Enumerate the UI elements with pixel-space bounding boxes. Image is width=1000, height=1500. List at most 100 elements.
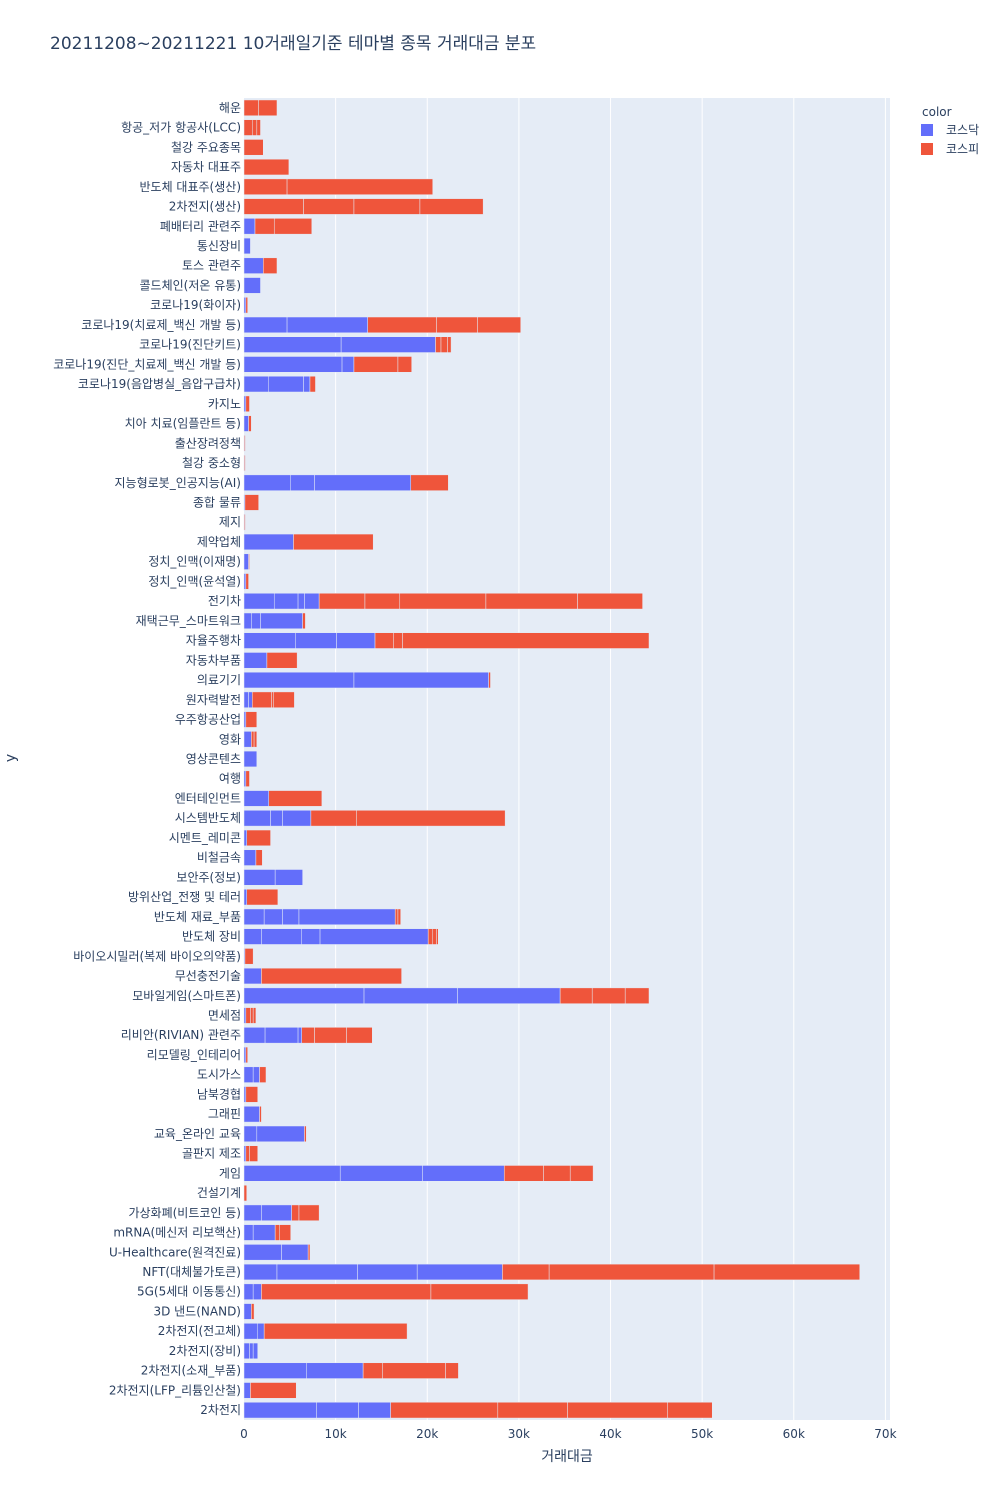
bar-segment <box>243 1066 254 1083</box>
bar-segment <box>339 1165 423 1182</box>
bar-segment <box>250 1007 254 1024</box>
bar-segment <box>422 1165 505 1182</box>
bar-segment <box>243 99 259 117</box>
bars <box>243 99 861 1419</box>
bar-segment <box>245 1046 248 1064</box>
bar-segment <box>374 632 394 649</box>
y-tick-label: 시멘트_레미콘 <box>169 831 241 845</box>
y-tick-label: 콜드체인(저온 유통) <box>140 278 242 292</box>
bar-segment <box>273 218 313 235</box>
y-tick-label: 5G(5세대 이동통신) <box>137 1285 241 1299</box>
bar-segment <box>259 1066 267 1083</box>
y-tick-label: 그래핀 <box>208 1107 241 1121</box>
bar-segment <box>270 810 283 827</box>
bar-segment <box>243 158 290 176</box>
y-tick-label: 골판지 제조 <box>182 1147 241 1161</box>
bar-segment <box>410 474 449 491</box>
y-tick-label: 반도체 장비 <box>182 930 241 944</box>
bar-segment <box>243 395 247 412</box>
y-tick-label: 2차전지(전고체) <box>158 1324 241 1338</box>
bar-segment <box>271 691 274 708</box>
bar-segment <box>364 593 401 610</box>
bar-segment <box>394 908 399 925</box>
y-tick-label: 자동차부품 <box>186 653 241 667</box>
bar-segment <box>243 356 343 373</box>
y-tick-label: mRNA(메신저 리보핵산) <box>113 1226 241 1240</box>
bar-segment <box>243 593 275 610</box>
bar-segment <box>243 1283 254 1300</box>
bar-segment <box>314 474 412 491</box>
bar-segment <box>255 849 263 866</box>
y-tick-label: 치아 치료(임플란트 등) <box>125 417 241 431</box>
bar-segment <box>243 1342 250 1360</box>
y-tick-label: 무선충전기술 <box>175 969 241 983</box>
bar-segment <box>273 593 299 610</box>
bar-segment <box>363 987 458 1004</box>
bar-segment <box>245 1145 250 1162</box>
y-tick-label: 리비안(RIVIAN) 관련주 <box>121 1028 241 1042</box>
y-tick-label: 여행 <box>219 771 241 786</box>
y-tick-label: 정치_인맥(윤석열) <box>148 574 241 588</box>
y-tick-label: 교육_온라인 교육 <box>154 1127 241 1141</box>
bar-segment <box>357 1263 418 1281</box>
y-tick-label: 재택근무_스마트워크 <box>136 614 241 628</box>
y-tick-label: 철강 주요종목 <box>171 140 241 154</box>
y-tick-label: 보안주(정보) <box>176 870 241 884</box>
bar-segment <box>291 1204 300 1221</box>
bar-segment <box>340 336 436 353</box>
bar-segment <box>445 1362 459 1379</box>
bar-segment <box>243 750 258 768</box>
bar-segment <box>251 612 261 630</box>
bar-segment <box>244 454 246 472</box>
bar-segment <box>248 553 250 570</box>
bar-segment <box>402 632 650 649</box>
bar-segment <box>249 1145 258 1162</box>
bar-segment <box>502 1263 550 1281</box>
bar-segment <box>256 119 261 136</box>
bar-segment <box>316 1401 359 1419</box>
y-axis-title: y <box>3 754 19 762</box>
y-tick-label: 방위산업_전쟁 및 테러 <box>128 890 241 904</box>
y-tick-label: 2차전지(생산) <box>169 200 241 214</box>
bar-segment <box>243 119 253 136</box>
bar-segment <box>245 711 258 728</box>
bar-segment <box>548 1263 715 1281</box>
bar-segment <box>713 1263 861 1281</box>
bar-segment <box>263 1323 408 1340</box>
y-tick-label: 해운 <box>219 101 241 115</box>
bar-segment <box>279 1224 291 1241</box>
bar-segment <box>243 1263 278 1281</box>
y-tick-label: 2차전지(장비) <box>169 1344 241 1358</box>
bar-segment <box>243 277 261 294</box>
y-tick-label: 2차전지 <box>200 1403 241 1417</box>
bar-segment <box>243 1125 258 1143</box>
bar-segment <box>243 691 249 708</box>
bar-segment <box>243 1046 247 1064</box>
bar-segment <box>302 612 306 630</box>
bar-segment <box>286 316 368 334</box>
bar-segment <box>245 297 248 314</box>
y-tick-label: 코로나19(음압병실_음압구급차) <box>78 377 241 391</box>
bar-segment <box>243 632 296 649</box>
y-tick-label: 면세점 <box>208 1009 241 1023</box>
x-axis-title: 거래대금 <box>541 1449 593 1465</box>
bar-segment <box>432 928 437 945</box>
bar-segment <box>397 356 412 373</box>
bar-segment <box>243 336 342 353</box>
bar-segment <box>243 770 247 787</box>
bar-segment <box>243 987 365 1004</box>
bar-segment <box>243 1323 258 1340</box>
bar-segment <box>245 395 250 412</box>
y-tick-label: 영상콘텐츠 <box>186 752 241 766</box>
bar-segment <box>301 1027 315 1044</box>
bar-segment <box>298 908 396 925</box>
bar-segment <box>353 198 421 215</box>
bar-segment <box>274 1224 280 1241</box>
bar-segment <box>245 770 250 787</box>
bar-segment <box>253 731 258 748</box>
bar-segment <box>243 849 257 866</box>
bar-segment <box>251 1303 255 1320</box>
bar-segment <box>261 1204 292 1221</box>
